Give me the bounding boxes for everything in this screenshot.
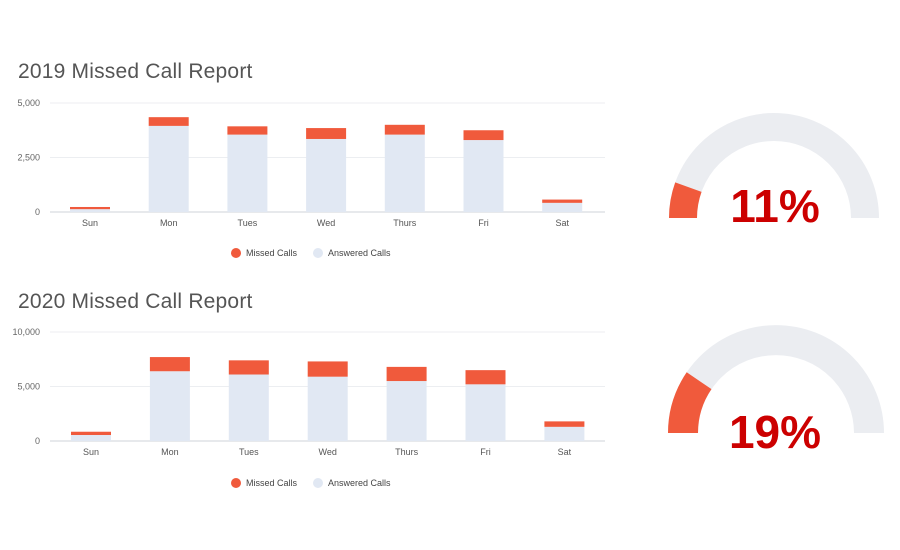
- bar-missed-thurs: [384, 124, 425, 135]
- gauge-fill: [669, 182, 702, 219]
- y-tick-label: 0: [35, 207, 40, 217]
- x-tick-label: Wed: [317, 218, 335, 228]
- chart-2019-missed-calls: 0 2,500 5,000 Sun Mon Tues Wed Thurs Fri Sat Misse…: [17, 98, 605, 258]
- legend-missed-marker: [231, 478, 241, 488]
- bar-missed-mon: [148, 117, 189, 126]
- bar-answered-tues: [227, 134, 268, 212]
- bar-missed-wed: [306, 128, 347, 139]
- x-tick-label: Mon: [161, 447, 179, 457]
- bar-missed-sat: [542, 199, 583, 203]
- x-tick-label: Sat: [558, 447, 572, 457]
- bar-missed-sat: [544, 421, 585, 427]
- gauge-2020: 19%: [668, 325, 884, 458]
- bar-answered-fri: [465, 384, 506, 441]
- y-tick-label: 0: [35, 436, 40, 446]
- legend-missed-label: Missed Calls: [246, 478, 298, 488]
- bar-missed-sun: [71, 431, 111, 436]
- x-tick-label: Thurs: [393, 218, 417, 228]
- legend-missed-marker: [231, 248, 241, 258]
- bar-answered-sat: [542, 202, 583, 212]
- bar-missed-wed: [307, 361, 348, 377]
- bar-answered-wed: [306, 138, 347, 212]
- bar-missed-thurs: [386, 366, 427, 382]
- gauge-percent-label: 11%: [730, 180, 820, 232]
- bar-missed-sun: [70, 206, 110, 210]
- y-tick-label: 10,000: [12, 327, 40, 337]
- bar-answered-mon: [149, 371, 190, 441]
- x-tick-label: Sun: [82, 218, 98, 228]
- x-tick-label: Wed: [319, 447, 337, 457]
- chart-legend: Missed Calls Answered Calls: [231, 478, 391, 488]
- x-tick-label: Sun: [83, 447, 99, 457]
- bar-answered-thurs: [384, 134, 425, 212]
- gauge-percent-label: 19%: [729, 406, 821, 458]
- y-tick-label: 5,000: [17, 382, 40, 392]
- x-tick-label: Fri: [478, 218, 489, 228]
- bar-missed-mon: [149, 357, 190, 372]
- gauge-fill: [668, 372, 712, 434]
- bar-answered-sun: [71, 435, 111, 441]
- chart-2020-missed-calls: 0 5,000 10,000 Sun Mon Tues Wed Thurs Fri Sat Miss…: [12, 327, 605, 488]
- bar-missed-tues: [227, 126, 268, 135]
- bar-answered-wed: [307, 376, 348, 441]
- x-tick-label: Sat: [555, 218, 569, 228]
- bar-answered-sun: [70, 209, 110, 212]
- bar-missed-fri: [463, 130, 504, 141]
- gauge-2019: 11%: [669, 113, 879, 232]
- x-tick-label: Tues: [238, 218, 258, 228]
- legend-missed-label: Missed Calls: [246, 248, 298, 258]
- x-tick-label: Fri: [480, 447, 491, 457]
- legend-answered-marker: [313, 478, 323, 488]
- x-tick-label: Mon: [160, 218, 178, 228]
- report-title-2019: 2019 Missed Call Report: [18, 60, 253, 83]
- bar-answered-mon: [148, 125, 189, 212]
- bar-answered-fri: [463, 140, 504, 212]
- x-tick-label: Thurs: [395, 447, 419, 457]
- bar-answered-thurs: [386, 381, 427, 441]
- y-tick-label: 2,500: [17, 153, 40, 163]
- y-tick-label: 5,000: [17, 98, 40, 108]
- chart-legend: Missed Calls Answered Calls: [231, 248, 391, 258]
- x-tick-label: Tues: [239, 447, 259, 457]
- legend-answered-label: Answered Calls: [328, 478, 391, 488]
- bar-answered-sat: [544, 426, 585, 441]
- bar-missed-tues: [228, 360, 269, 375]
- bar-missed-fri: [465, 370, 506, 385]
- gauge-track: [669, 113, 879, 219]
- report-title-2020: 2020 Missed Call Report: [18, 290, 253, 313]
- legend-answered-label: Answered Calls: [328, 248, 391, 258]
- bar-answered-tues: [228, 374, 269, 441]
- legend-answered-marker: [313, 248, 323, 258]
